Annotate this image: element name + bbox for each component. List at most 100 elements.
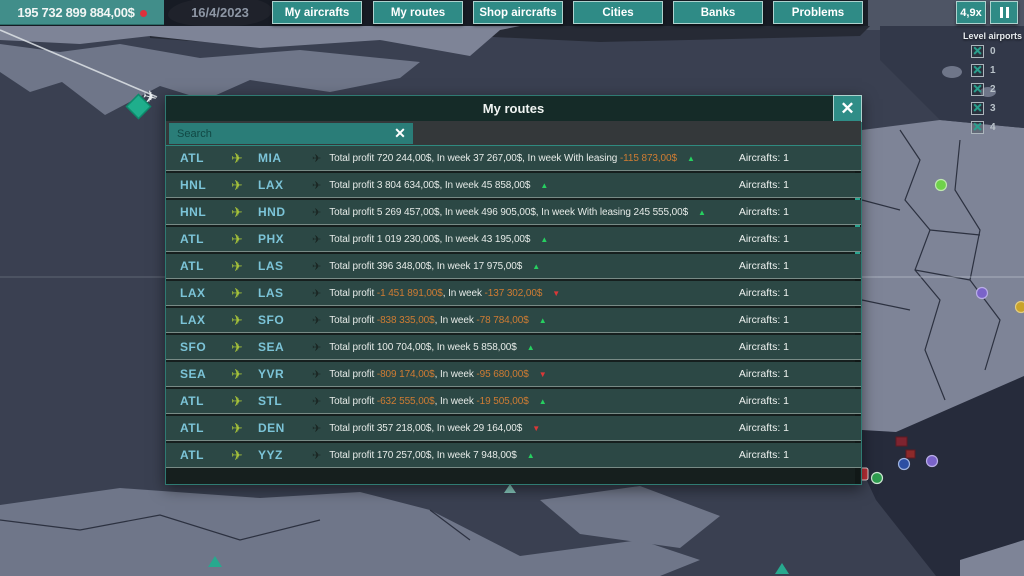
profit-text: Total profit 396 348,00$, In week 17 975… — [329, 261, 522, 272]
profit-segment: , In week — [442, 287, 485, 299]
level-airports-panel: Level airports ✕ 0 ✕ 1 ✕ 2 ✕ 3 ✕ 4 — [962, 31, 1022, 136]
search-field[interactable]: ✕ — [169, 123, 413, 144]
trend-icon: ▼ — [532, 423, 541, 433]
route-row[interactable]: ATL ✈ YYZ ✈ Total profit 170 257,00$, In… — [166, 443, 861, 468]
trend-icon: ▲ — [540, 180, 549, 190]
cities-button[interactable]: Cities — [573, 1, 663, 24]
route-plane-icon: ✈ — [312, 152, 322, 165]
origin-code: HNL — [180, 205, 207, 219]
level-filter-3[interactable]: ✕ 3 — [971, 100, 1022, 117]
checkbox-checked-icon[interactable]: ✕ — [971, 63, 984, 77]
search-input[interactable] — [169, 123, 387, 144]
level-filter-0[interactable]: ✕ 0 — [971, 43, 1022, 60]
profit-text: Total profit 5 269 457,00$, In week 496 … — [329, 207, 688, 218]
level-filter-1[interactable]: ✕ 1 — [971, 62, 1022, 79]
close-icon: ✕ — [840, 99, 855, 118]
route-row[interactable]: SFO ✈ SEA ✈ Total profit 100 704,00$, In… — [166, 335, 861, 360]
shop-aircrafts-button[interactable]: Shop aircrafts — [473, 1, 563, 24]
city-marker-green[interactable] — [870, 471, 884, 485]
checkbox-checked-icon[interactable]: ✕ — [971, 101, 984, 115]
profit-text: Total profit 357 218,00$, In week 29 164… — [329, 423, 522, 434]
trend-icon: ▲ — [538, 396, 547, 406]
route-row[interactable]: HNL ✈ LAX ✈ Total profit 3 804 634,00$, … — [166, 173, 861, 198]
route-row[interactable]: SEA ✈ YVR ✈ Total profit -809 174,00$, I… — [166, 362, 861, 387]
destination-code: LAS — [258, 286, 284, 300]
city-marker-green[interactable] — [934, 178, 948, 192]
banks-button[interactable]: Banks — [673, 1, 763, 24]
trend-icon: ▲ — [526, 342, 535, 352]
route-row[interactable]: ATL ✈ STL ✈ Total profit -632 555,00$, I… — [166, 389, 861, 414]
route-row[interactable]: LAX ✈ LAS ✈ Total profit -1 451 891,00$,… — [166, 281, 861, 306]
checkbox-checked-icon[interactable]: ✕ — [971, 44, 984, 58]
plane-icon: ✈ — [231, 446, 243, 463]
route-plane-icon: ✈ — [312, 233, 322, 246]
close-button[interactable]: ✕ — [833, 95, 862, 122]
route-plane-icon: ✈ — [312, 287, 322, 300]
level-airports-title: Level airports — [963, 31, 1023, 41]
level-filter-4[interactable]: ✕ 4 — [971, 119, 1022, 136]
trend-icon: ▲ — [540, 234, 549, 244]
island — [980, 87, 996, 97]
route-plane-icon: ✈ — [312, 449, 322, 462]
route-row[interactable]: ATL ✈ PHX ✈ Total profit 1 019 230,00$, … — [166, 227, 861, 252]
destination-code: SFO — [258, 313, 285, 327]
aircrafts-count: Aircrafts: 1 — [738, 179, 789, 191]
origin-code: HNL — [180, 178, 207, 192]
origin-code: ATL — [180, 421, 204, 435]
money-display[interactable]: 195 732 899 884,00$ — [0, 0, 164, 25]
route-row[interactable]: HNL ✈ HND ✈ Total profit 5 269 457,00$, … — [166, 200, 861, 225]
negative-amount: -1 451 891,00$ — [376, 287, 443, 299]
aircrafts-count: Aircrafts: 1 — [738, 233, 789, 245]
city-marker-maroon[interactable] — [895, 436, 908, 447]
clear-search-button[interactable]: ✕ — [387, 123, 413, 144]
profit-text: Total profit -632 555,00$, In week -19 5… — [329, 396, 529, 407]
pause-button[interactable] — [990, 1, 1018, 24]
city-marker-blue[interactable] — [897, 457, 911, 471]
scrollbar-thumb[interactable] — [855, 184, 860, 268]
negative-amount: -809 174,00$ — [376, 368, 435, 380]
profit-text: Total profit 1 019 230,00$, In week 43 1… — [329, 234, 530, 245]
city-marker-maroon[interactable] — [905, 449, 916, 459]
airport-diamond-marker[interactable] — [125, 93, 152, 120]
destination-code: LAX — [258, 178, 284, 192]
route-row[interactable]: ATL ✈ LAS ✈ Total profit 396 348,00$, In… — [166, 254, 861, 279]
destination-code: DEN — [258, 421, 285, 435]
country-borders — [0, 129, 1001, 541]
level-label: 1 — [990, 65, 996, 76]
destination-code: MIA — [258, 151, 282, 165]
trend-icon: ▲ — [698, 207, 706, 217]
checkbox-checked-icon[interactable]: ✕ — [971, 120, 984, 134]
trend-icon: ▲ — [526, 450, 535, 460]
airport-triangle-marker[interactable] — [504, 484, 516, 493]
airport-triangle-marker[interactable] — [775, 563, 789, 574]
profit-text: Total profit -838 335,00$, In week -78 7… — [329, 315, 529, 326]
land — [862, 120, 1024, 460]
profit-segment: Total profit — [329, 368, 377, 380]
my-routes-button[interactable]: My routes — [373, 1, 463, 24]
destination-code: YVR — [258, 367, 285, 381]
aircrafts-count: Aircrafts: 1 — [738, 314, 789, 326]
route-row[interactable]: ATL ✈ MIA ✈ Total profit 720 244,00$, In… — [166, 146, 861, 171]
route-plane-icon: ✈ — [312, 368, 322, 381]
aircrafts-count: Aircrafts: 1 — [738, 449, 789, 461]
destination-code: STL — [258, 394, 283, 408]
city-marker-purple[interactable] — [925, 454, 939, 468]
flight-route-line — [0, 29, 158, 98]
route-row[interactable]: ATL ✈ DEN ✈ Total profit 357 218,00$, In… — [166, 416, 861, 441]
problems-button[interactable]: Problems — [773, 1, 863, 24]
city-marker-yellow[interactable] — [1014, 300, 1024, 314]
airport-triangle-marker[interactable] — [208, 556, 222, 567]
trend-icon: ▼ — [538, 369, 547, 379]
my-aircrafts-button[interactable]: My aircrafts — [272, 1, 362, 24]
game-speed-button[interactable]: 4,9x — [956, 1, 986, 24]
aircrafts-count: Aircrafts: 1 — [738, 260, 789, 272]
city-marker-purple[interactable] — [975, 286, 989, 300]
land — [960, 540, 1024, 576]
aircrafts-count: Aircrafts: 1 — [738, 341, 789, 353]
checkbox-checked-icon[interactable]: ✕ — [971, 82, 984, 96]
profit-segment: Total profit 100 704,00$, In week 5 858,… — [329, 341, 517, 353]
level-filter-2[interactable]: ✕ 2 — [971, 81, 1022, 98]
route-row[interactable]: LAX ✈ SFO ✈ Total profit -838 335,00$, I… — [166, 308, 861, 333]
origin-code: LAX — [180, 286, 206, 300]
